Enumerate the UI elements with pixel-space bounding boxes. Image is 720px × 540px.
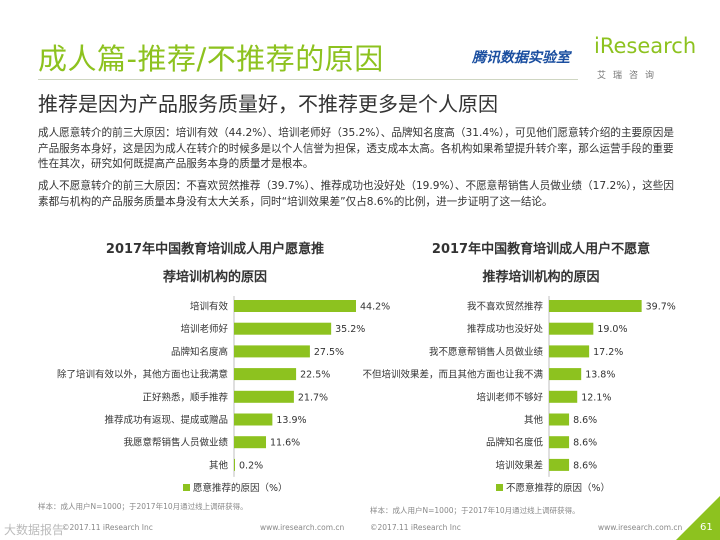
copyright-right: ©2017.11 iResearch Inc	[370, 523, 461, 532]
iresearch-logo: iResearch	[594, 34, 697, 58]
sample-note-left: 样本：成人用户N=1000；于2017年10月通过线上调研获得。	[38, 502, 248, 511]
summary-paragraph-recommend: 成人愿意转介的前三大原因：培训有效（44.2%）、培训老师好（35.2%）、品牌…	[38, 127, 674, 170]
chart-1-bar-6	[549, 436, 570, 449]
chart-0-bar-5	[234, 413, 273, 426]
iresearch-logo-subtext: 艾瑞咨询	[597, 71, 662, 81]
chart-0-category-label-3: 除了培训有效以外，其他方面也让我满意	[57, 369, 228, 381]
chart-1-legend-label: 不愿意推荐的原因（%）	[506, 482, 610, 494]
chart-0-value-label-7: 0.2%	[239, 460, 263, 471]
chart-0-bar-1	[234, 322, 332, 335]
chart-1-bar-7	[549, 458, 570, 471]
sample-note-right: 样本：成人用户N=1000；于2017年10月通过线上调研获得。	[370, 506, 580, 515]
header-divider	[38, 79, 578, 80]
chart-1-bar-0	[549, 300, 642, 312]
chart-1-bar-2	[549, 345, 590, 358]
chart-0-category-label-5: 推荐成功有返现、提成或赠品	[104, 414, 228, 426]
chart-1-value-label-2: 17.2%	[593, 347, 623, 358]
chart-0-category-label-1: 培训老师好	[180, 323, 228, 335]
chart-0-category-label-6: 我愿意帮销售人员做业绩	[123, 437, 228, 449]
chart-0-category-label-0: 培训有效	[190, 301, 229, 313]
chart-1-bar-1	[549, 322, 594, 335]
chart-1-category-label-0: 我不喜欢贸然推荐	[467, 301, 544, 313]
url-left: www.iresearch.com.cn	[260, 523, 345, 532]
chart-0-value-label-1: 35.2%	[335, 324, 365, 335]
page-title: 成人篇-推荐/不推荐的原因	[38, 42, 384, 76]
chart-1-category-label-5: 其他	[524, 414, 544, 426]
chart-1-value-label-4: 12.1%	[581, 392, 611, 403]
chart-0-bar-7	[234, 458, 235, 471]
chart-1-category-label-1: 推荐成功也没好处	[467, 323, 544, 335]
chart-title-recommend-line1: 2017年中国教育培训成人用户愿意推	[105, 242, 325, 257]
page-subtitle: 推荐是因为产品服务质量好，不推荐更多是个人原因	[38, 92, 498, 116]
chart-0-value-label-2: 27.5%	[314, 347, 344, 358]
chart-title-recommend: 2017年中国教育培训成人用户愿意推 荐培训机构的原因	[95, 236, 335, 292]
chart-0-bar-6	[234, 436, 267, 449]
chart-0-category-label-4: 正好熟悉，顺手推荐	[142, 391, 228, 403]
chart-1-value-label-5: 8.6%	[573, 415, 597, 426]
chart-1-legend-swatch	[496, 484, 503, 491]
tencent-data-lab-logo: 腾讯数据实验室	[472, 50, 570, 66]
chart-1-value-label-7: 8.6%	[573, 460, 597, 471]
chart-title-recommend-line2: 荐培训机构的原因	[162, 270, 267, 285]
chart-0-legend-label: 愿意推荐的原因（%）	[193, 482, 288, 494]
chart-title-not-recommend-line2: 推荐培训机构的原因	[482, 270, 600, 285]
chart-1-value-label-3: 13.8%	[585, 370, 615, 381]
watermark-text: 大数据报告	[4, 523, 65, 537]
chart-title-not-recommend-line1: 2017年中国教育培训成人用户不愿意	[431, 242, 651, 257]
chart-1-bar-5	[549, 413, 570, 426]
chart-1-category-label-4: 培训老师不够好	[476, 391, 543, 403]
url-right: www.iresearch.com.cn	[598, 523, 683, 532]
chart-0-value-label-3: 22.5%	[300, 370, 330, 381]
chart-1-value-label-6: 8.6%	[573, 438, 597, 449]
chart-1-category-label-3: 不但培训效果差，而且其他方面也让我不满	[362, 369, 543, 381]
chart-0-bar-4	[234, 390, 294, 403]
chart-1-value-label-1: 19.0%	[597, 324, 627, 335]
chart-1-category-label-6: 品牌知名度低	[486, 437, 544, 449]
chart-1-bar-3	[549, 368, 582, 381]
summary-paragraph-not-recommend: 成人不愿意转介的前三大原因：不喜欢贸然推荐（39.7%）、推荐成功也没好处（19…	[38, 180, 674, 208]
chart-0-value-label-5: 13.9%	[276, 415, 306, 426]
chart-1-category-label-2: 我不愿意帮销售人员做业绩	[429, 346, 544, 358]
copyright-left: ©2017.11 iResearch Inc	[62, 523, 153, 532]
chart-1-category-label-7: 培训效果差	[495, 459, 543, 471]
chart-0-value-label-4: 21.7%	[298, 392, 328, 403]
page-corner-decoration	[676, 496, 720, 540]
chart-0-legend-swatch	[183, 484, 190, 491]
chart-0-bar-2	[234, 345, 310, 358]
chart-0-category-label-7: 其他	[209, 459, 229, 471]
chart-title-not-recommend: 2017年中国教育培训成人用户不愿意 推荐培训机构的原因	[396, 236, 686, 292]
chart-0-category-label-2: 品牌知名度高	[171, 346, 228, 358]
chart-0-value-label-6: 11.6%	[270, 438, 300, 449]
chart-0-bar-3	[234, 368, 297, 381]
chart-1-bar-4	[549, 390, 578, 403]
chart-0-bar-0	[234, 300, 356, 312]
chart-1-value-label-0: 39.7%	[646, 302, 676, 313]
page-number: 61	[700, 522, 713, 533]
chart-0-value-label-0: 44.2%	[360, 302, 390, 313]
